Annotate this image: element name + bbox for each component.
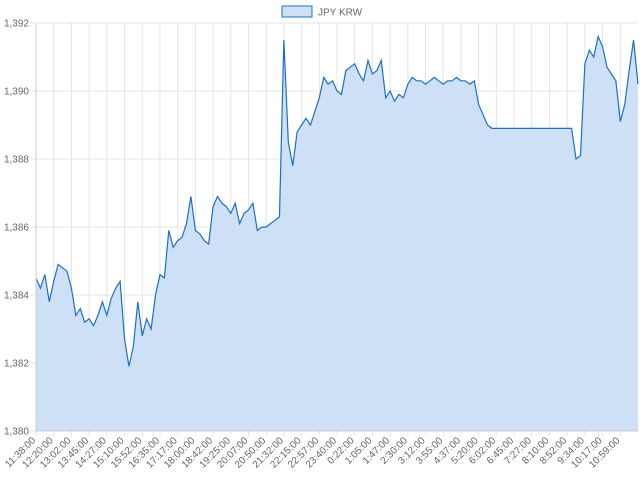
- area-fill: [36, 36, 638, 431]
- legend-swatch: [281, 5, 313, 18]
- y-tick-label: 1,386: [4, 223, 29, 234]
- y-tick-label: 1,392: [4, 19, 29, 30]
- legend-label: JPY KRW: [318, 8, 363, 19]
- y-tick-label: 1,388: [4, 155, 29, 166]
- y-tick-label: 1,380: [4, 427, 29, 438]
- y-tick-label: 1,384: [4, 291, 29, 302]
- line: [35, 34, 639, 367]
- y-tick-label: 1,382: [4, 359, 29, 370]
- y-tick-label: 1,390: [4, 87, 29, 98]
